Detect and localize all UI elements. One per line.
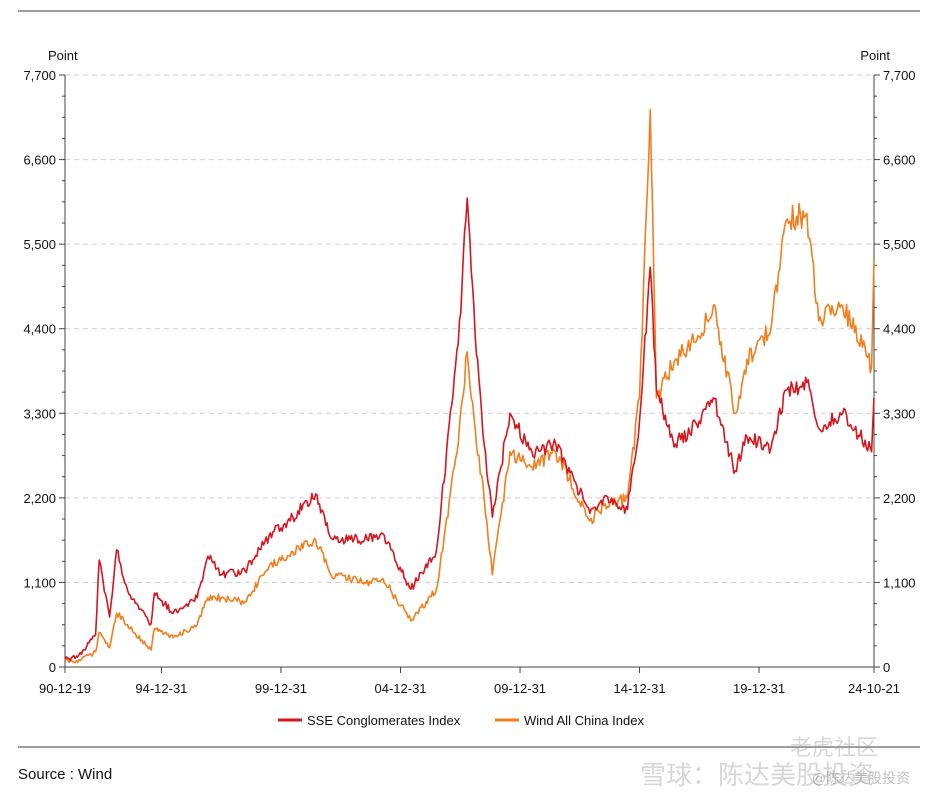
y-tick-label-right: 0: [883, 660, 890, 675]
y-tick-label-left: 1,100: [23, 575, 56, 590]
legend-label-sse: SSE Conglomerates Index: [307, 713, 461, 728]
y-tick-label-left: 3,300: [23, 406, 56, 421]
watermark-handle: @陈达美股投资: [812, 771, 910, 787]
y-tick-label-right: 1,100: [883, 575, 916, 590]
watermark-community: 老虎社区: [790, 736, 879, 761]
y-axis-right-labels: 0 1,100 2,200 3,300 4,400 5,500 6,600 7,700: [883, 68, 916, 675]
grid: [65, 74, 874, 583]
y-tick-label-left: 6,600: [23, 153, 56, 168]
x-tick-label: 99-12-31: [255, 681, 307, 696]
source-note: Source : Wind: [18, 766, 113, 783]
y-tick-label-right: 3,300: [883, 406, 916, 421]
y-tick-label-right: 6,600: [883, 153, 916, 168]
x-tick-label: 14-12-31: [614, 681, 666, 696]
series-line-0: [64, 197, 875, 662]
legend: SSE Conglomerates Index Wind All China I…: [278, 713, 644, 728]
series-line-1: [64, 108, 875, 664]
y-tick-label-right: 2,200: [883, 491, 916, 506]
y-tick-label-right: 7,700: [883, 68, 916, 83]
y-unit-left: Point: [48, 48, 78, 63]
x-tick-label: 04-12-31: [374, 681, 426, 696]
y-axis-left-labels: 0 1,100 2,200 3,300 4,400 5,500 6,600 7,700: [23, 68, 56, 675]
y-tick-label-left: 5,500: [23, 237, 56, 252]
axes: [59, 74, 880, 673]
watermark-xueqiu: 雪球：陈达美股投资: [640, 761, 875, 791]
x-tick-label: 94-12-31: [135, 681, 187, 696]
y-tick-label-left: 0: [49, 660, 56, 675]
legend-label-wind: Wind All China Index: [524, 713, 644, 728]
y-tick-label-right: 5,500: [883, 237, 916, 252]
x-tick-label: 90-12-19: [39, 681, 91, 696]
y-tick-label-left: 4,400: [23, 322, 56, 337]
x-tick-label: 09-12-31: [494, 681, 546, 696]
x-axis-labels: 90-12-19 94-12-31 99-12-31 04-12-31 09-12-31…: [39, 681, 900, 696]
y-tick-label-left: 7,700: [23, 68, 56, 83]
y-tick-label-left: 2,200: [23, 491, 56, 506]
x-tick-label: 24-10-21: [848, 681, 900, 696]
y-tick-label-right: 4,400: [883, 322, 916, 337]
series-lines: [64, 108, 875, 664]
y-unit-right: Point: [860, 48, 890, 63]
x-tick-label: 19-12-31: [733, 681, 785, 696]
